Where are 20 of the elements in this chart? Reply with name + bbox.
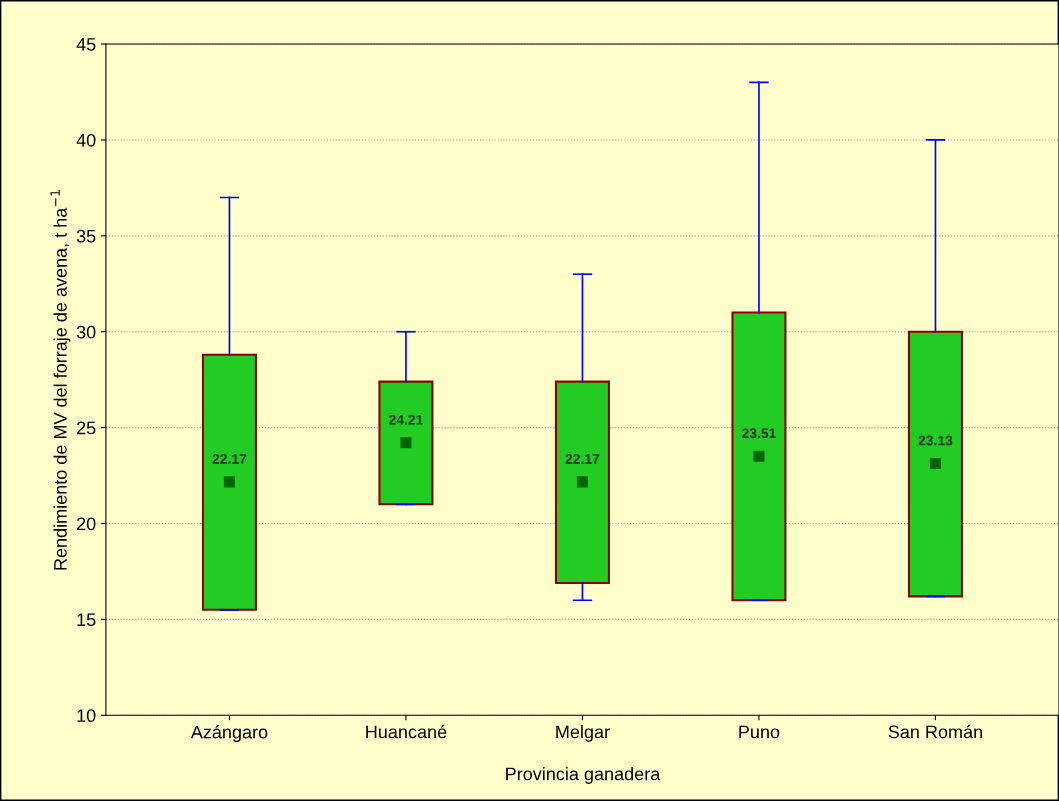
y-tick-label: 30 [76,325,96,339]
x-tick-label: Puno [739,725,780,739]
text: 24.21 [389,414,423,425]
text: 22.17 [212,453,247,464]
y-tick-label: 25 [77,421,96,435]
y-tick-label: 15 [77,613,96,627]
text: 23.51 [742,428,776,439]
text: 22.17 [565,453,600,464]
x-tick-label: Huancané [366,724,447,739]
y-tick-label: 10 [77,709,96,723]
x-tick-label: Melgar [556,725,610,742]
x-tick-label: Azángaro [190,725,268,743]
y-axis-title: Rendimiento de MV del forraje de avena, t ha$^{−1}$ [50,190,71,570]
text: 23.13 [918,435,953,446]
x-axis-title: Provincia ganadera [506,767,661,784]
y-tick-label: 45 [76,38,96,51]
y-tick-label: 35 [76,229,96,243]
y-tick-label: 20 [77,517,96,531]
y-tick-label: 40 [76,133,96,147]
x-tick-label: San Román [888,724,982,739]
